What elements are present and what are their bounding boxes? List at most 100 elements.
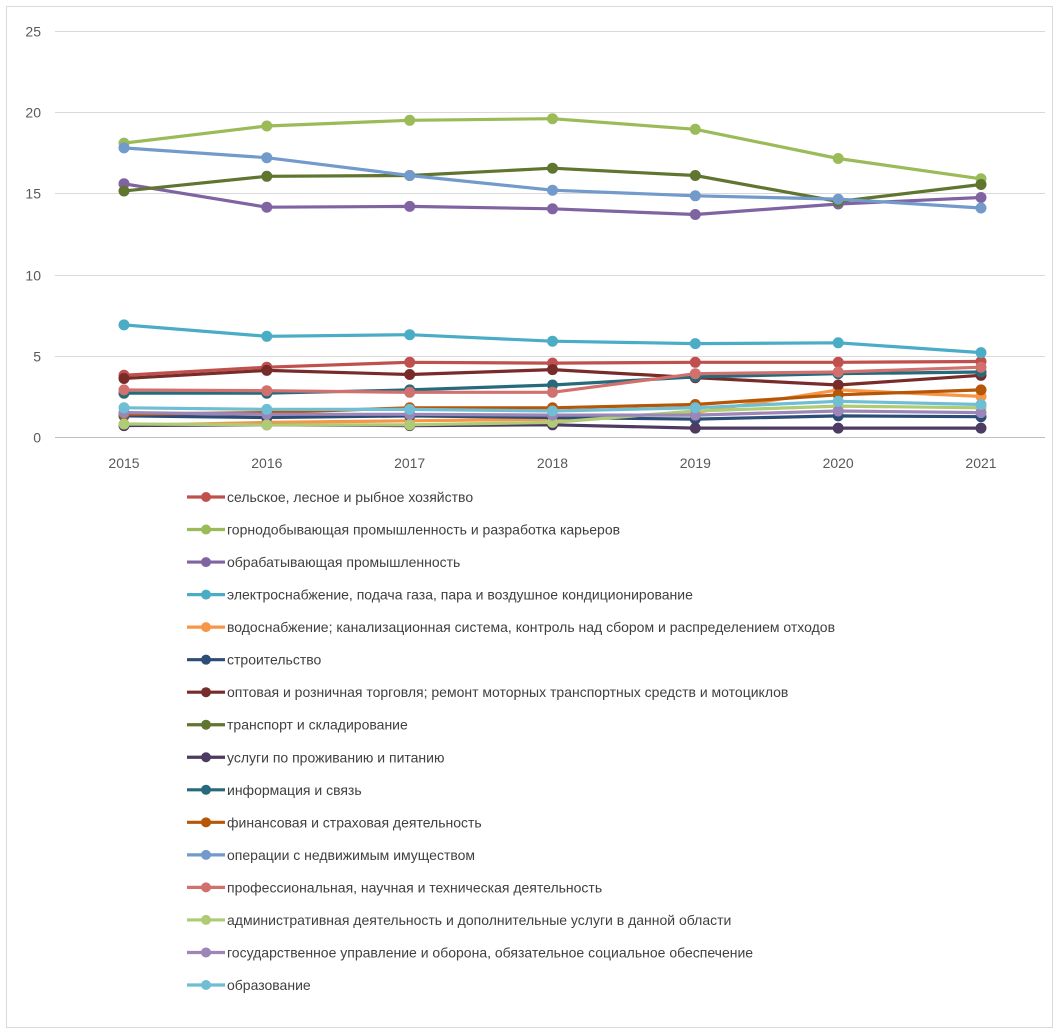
- data-point: [261, 330, 273, 342]
- data-point: [832, 379, 844, 391]
- x-tick-label: 2015: [108, 455, 139, 471]
- data-point: [261, 170, 273, 182]
- x-tick-label: 2020: [823, 455, 854, 471]
- legend-swatch-marker: [201, 654, 211, 665]
- data-point: [975, 361, 987, 373]
- data-point: [547, 405, 558, 417]
- data-point: [404, 200, 416, 212]
- legend-item: операции с недвижимым имуществом: [187, 847, 475, 863]
- legend-label: профессиональная, научная и техническая …: [227, 879, 602, 895]
- chart-frame: [6, 6, 1053, 1028]
- legend-swatch-marker: [201, 914, 211, 925]
- data-point: [404, 386, 416, 398]
- y-tick-label: 0: [33, 430, 41, 446]
- data-point: [832, 366, 844, 378]
- y-tick-label: 20: [25, 105, 41, 121]
- data-point: [832, 356, 844, 368]
- legend-label: электроснабжение, подача газа, пара и во…: [227, 587, 693, 603]
- legend-swatch-marker: [201, 524, 211, 535]
- data-point: [975, 347, 987, 359]
- legend-item: горнодобывающая промышленность и разрабо…: [187, 522, 620, 538]
- data-point: [118, 142, 130, 154]
- legend-label: оптовая и розничная торговля; ремонт мот…: [227, 684, 788, 700]
- legend-label: финансовая и страховая деятельность: [227, 814, 482, 830]
- legend-swatch-marker: [201, 882, 211, 893]
- data-point: [547, 335, 558, 347]
- legend: сельское, лесное и рыбное хозяйство горно…: [187, 489, 835, 993]
- data-point: [404, 403, 416, 415]
- data-point: [118, 402, 130, 414]
- legend-label: обрабатывающая промышленность: [227, 554, 460, 570]
- legend-label: услуги по проживанию и питанию: [227, 749, 444, 765]
- data-point: [261, 403, 273, 415]
- data-point: [118, 418, 130, 430]
- series: [118, 319, 987, 359]
- data-point: [404, 114, 416, 126]
- y-tick-label: 25: [25, 24, 41, 40]
- data-point: [832, 422, 844, 434]
- legend-swatch-marker: [201, 687, 211, 698]
- plot-area: [118, 113, 987, 434]
- data-point: [261, 201, 273, 213]
- data-point: [404, 419, 416, 431]
- legend-swatch-marker: [201, 719, 211, 730]
- x-tick-label: 2019: [680, 455, 711, 471]
- data-point: [975, 399, 987, 410]
- data-point: [689, 170, 701, 181]
- data-point: [547, 113, 558, 125]
- y-tick-label: 10: [25, 268, 41, 284]
- data-point: [118, 384, 130, 396]
- legend-item: государственное управление и оборона, об…: [187, 944, 753, 960]
- legend-item: электроснабжение, подача газа, пара и во…: [187, 587, 693, 603]
- legend-swatch-marker: [201, 622, 211, 633]
- series: [118, 142, 987, 214]
- gridlines: [55, 31, 1045, 438]
- data-point: [261, 152, 273, 164]
- legend-item: образование: [187, 977, 311, 993]
- legend-swatch-marker: [201, 492, 211, 502]
- data-point: [404, 170, 416, 181]
- data-point: [832, 337, 844, 349]
- legend-item: транспорт и складирование: [187, 717, 408, 733]
- legend-swatch-marker: [201, 784, 211, 795]
- legend-item: услуги по проживанию и питанию: [187, 749, 444, 765]
- legend-label: образование: [227, 977, 311, 993]
- data-point: [261, 419, 273, 431]
- data-point: [975, 202, 987, 214]
- data-point: [689, 190, 701, 202]
- data-point: [261, 385, 273, 397]
- data-point: [547, 162, 558, 174]
- legend-item: обрабатывающая промышленность: [187, 554, 460, 570]
- data-point: [832, 193, 844, 205]
- y-tick-label: 5: [33, 349, 41, 365]
- x-tick-label: 2021: [965, 455, 996, 471]
- data-point: [404, 329, 416, 341]
- data-point: [261, 120, 273, 132]
- data-point: [118, 373, 130, 384]
- data-point: [689, 209, 701, 220]
- data-point: [689, 123, 701, 135]
- legend-label: строительство: [227, 652, 322, 668]
- data-point: [547, 364, 558, 376]
- legend-swatch-marker: [201, 947, 211, 958]
- series: [118, 395, 987, 417]
- data-point: [404, 369, 416, 380]
- legend-label: горнодобывающая промышленность и разрабо…: [227, 522, 620, 538]
- data-point: [975, 192, 987, 203]
- data-point: [118, 319, 130, 331]
- data-point: [689, 368, 701, 380]
- legend-label: государственное управление и оборона, об…: [227, 944, 753, 960]
- legend-label: операции с недвижимым имуществом: [227, 847, 475, 863]
- legend-swatch-marker: [201, 752, 211, 763]
- x-tick-label: 2016: [251, 455, 282, 471]
- legend-label: информация и связь: [227, 782, 362, 798]
- data-point: [689, 422, 701, 434]
- legend-label: транспорт и складирование: [227, 717, 408, 733]
- legend-swatch-marker: [201, 980, 211, 990]
- legend-label: сельское, лесное и рыбное хозяйство: [227, 489, 473, 505]
- legend-swatch-marker: [201, 589, 211, 600]
- data-point: [975, 384, 987, 396]
- legend-item: административная деятельность и дополнит…: [187, 912, 731, 928]
